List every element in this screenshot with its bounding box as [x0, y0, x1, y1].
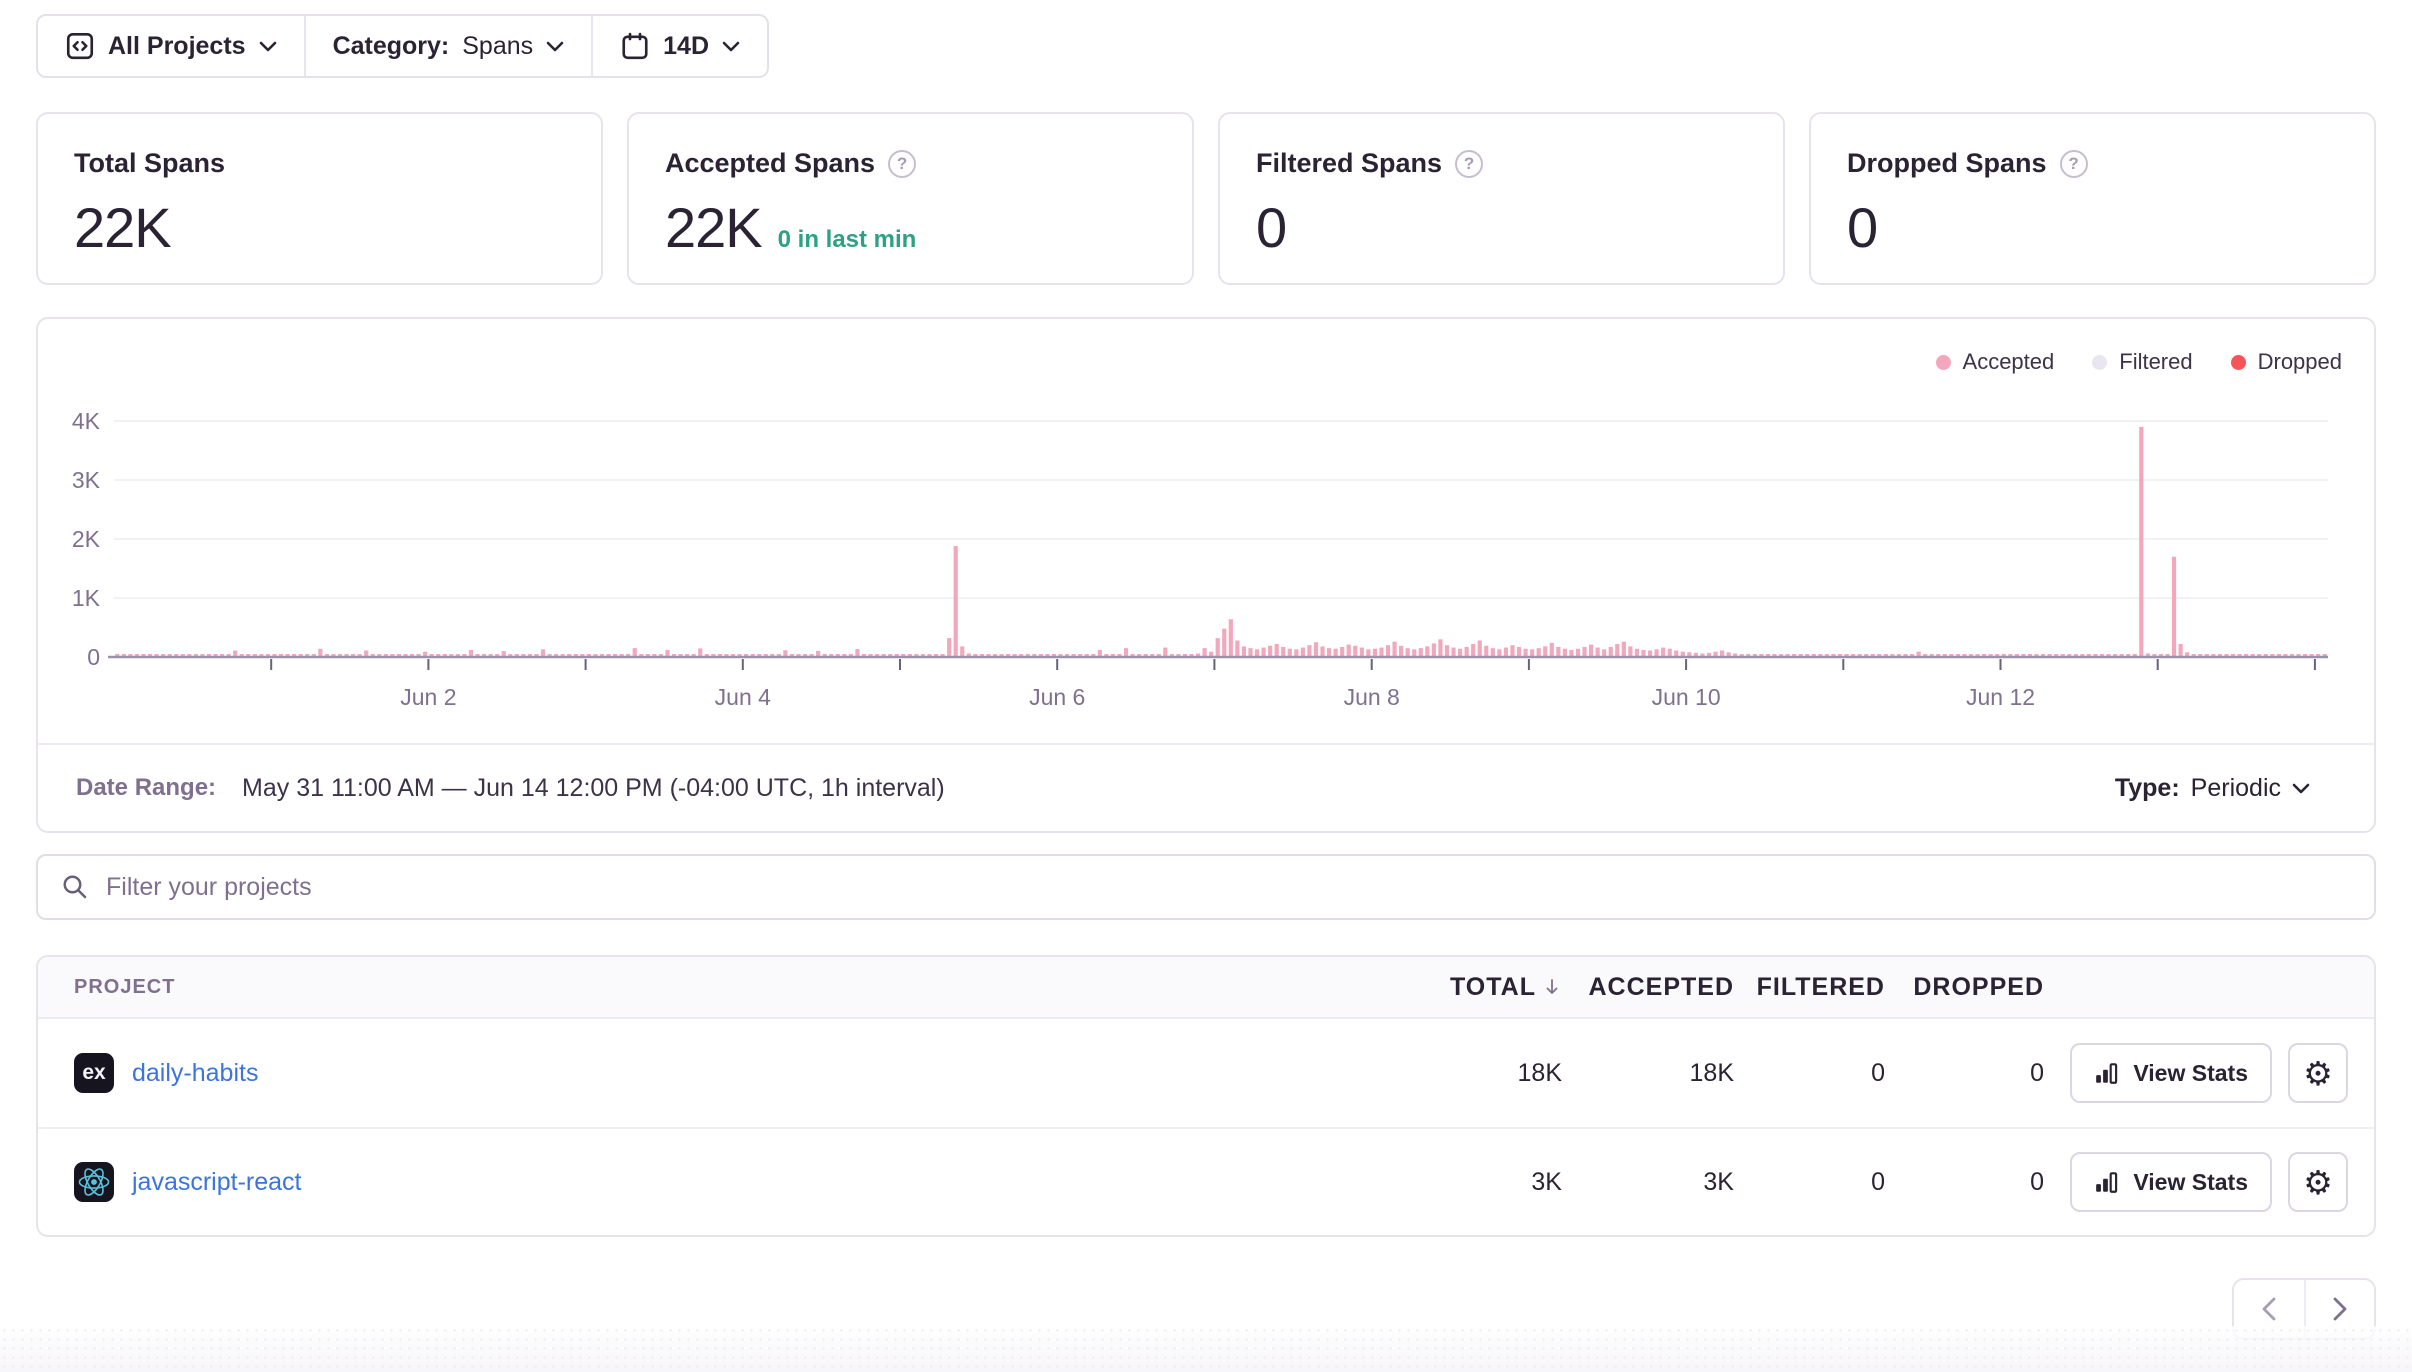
project-link[interactable]: javascript-react	[132, 1167, 302, 1196]
date-range-button[interactable]: 14D	[593, 16, 767, 76]
project-filter-box	[36, 854, 2376, 920]
chevron-down-icon	[2292, 783, 2310, 794]
filtered-dot-icon	[2092, 354, 2108, 370]
stat-value: 22K	[665, 196, 763, 259]
react-platform-icon	[74, 1162, 114, 1202]
svg-text:2K: 2K	[72, 526, 101, 552]
projects-table: PROJECT TOTAL ACCEPTED FILTERED DROPPED …	[36, 955, 2376, 1237]
column-header-filtered[interactable]: FILTERED	[1756, 972, 1885, 1001]
table-row: javascript-react 3K 3K 0 0 View Stats	[38, 1127, 2374, 1235]
category-value: Spans	[462, 31, 534, 60]
column-header-dropped[interactable]: DROPPED	[1913, 972, 2044, 1001]
svg-text:Jun 4: Jun 4	[715, 684, 771, 710]
usage-chart-card: Accepted Filtered Dropped 0 1K 2K 3K 4K Jun 2…	[36, 317, 2376, 833]
help-icon[interactable]	[2059, 149, 2088, 178]
stat-title: Filtered Spans	[1256, 148, 1443, 178]
accepted-value: 3K	[1703, 1167, 1734, 1196]
category-filter-button[interactable]: Category: Spans	[306, 16, 592, 76]
dropped-dot-icon	[2230, 354, 2246, 370]
dropped-value: 0	[2030, 1058, 2044, 1087]
legend-label: Accepted	[1962, 349, 2055, 374]
help-icon[interactable]	[888, 149, 917, 178]
type-label: Type:	[2114, 773, 2180, 802]
date-range-label: Date Range:	[76, 774, 217, 801]
accepted-dot-icon	[1935, 354, 1951, 370]
svg-text:Jun 8: Jun 8	[1344, 684, 1400, 710]
toolbar-divider	[591, 16, 594, 76]
bottom-texture	[0, 1326, 2412, 1372]
filtered-value: 0	[1871, 1058, 1885, 1087]
chart-footer: Date Range: May 31 11:00 AM — Jun 14 12:…	[38, 743, 2374, 831]
stat-value: 22K	[74, 196, 172, 259]
stat-card-total: Total Spans 22K	[36, 112, 603, 285]
svg-text:Jun 2: Jun 2	[400, 684, 456, 710]
project-filter-label: All Projects	[108, 31, 246, 60]
category-label: Category:	[332, 31, 450, 60]
stat-title: Accepted Spans	[665, 148, 876, 178]
stat-card-accepted: Accepted Spans 22K 0 in last min	[627, 112, 1194, 285]
svg-text:Jun 12: Jun 12	[1966, 684, 2035, 710]
stat-title: Dropped Spans	[1847, 148, 2047, 178]
total-value: 3K	[1531, 1167, 1562, 1196]
stat-title: Total Spans	[74, 148, 226, 178]
chart-legend: Accepted Filtered Dropped	[1935, 349, 2342, 375]
projects-icon	[65, 31, 95, 61]
project-filter-input[interactable]	[106, 872, 2352, 902]
accepted-value: 18K	[1689, 1058, 1734, 1087]
project-settings-button[interactable]	[2288, 1043, 2348, 1103]
date-range-value: 14D	[663, 31, 710, 60]
chevron-right-icon	[2331, 1296, 2349, 1322]
type-dropdown[interactable]: Type: Periodic	[2115, 774, 2310, 803]
chevron-down-icon	[722, 41, 740, 52]
project-settings-button[interactable]	[2288, 1152, 2348, 1212]
legend-item-filtered[interactable]: Filtered	[2092, 349, 2193, 375]
legend-item-dropped[interactable]: Dropped	[2230, 349, 2342, 375]
gear-icon	[2303, 1057, 2333, 1090]
expo-platform-icon: ex	[74, 1053, 114, 1093]
date-range-text: May 31 11:00 AM — Jun 14 12:00 PM (-04:0…	[242, 773, 945, 802]
stat-value: 0	[1847, 196, 1878, 259]
legend-item-accepted[interactable]: Accepted	[1935, 349, 2055, 375]
stat-card-filtered: Filtered Spans 0	[1218, 112, 1785, 285]
stat-value: 0	[1256, 196, 1287, 259]
column-header-total[interactable]: TOTAL	[1382, 973, 1562, 1002]
svg-text:4K: 4K	[72, 408, 101, 434]
calendar-icon	[620, 31, 650, 61]
dropped-value: 0	[2030, 1167, 2044, 1196]
svg-text:0: 0	[87, 644, 100, 670]
stat-cards-row: Total Spans 22K Accepted Spans 22K 0 in …	[36, 112, 2376, 285]
bar-chart-icon	[2094, 1169, 2120, 1195]
view-stats-button[interactable]: View Stats	[2070, 1043, 2272, 1103]
gear-icon	[2303, 1166, 2333, 1199]
column-header-project: PROJECT	[74, 975, 176, 998]
svg-text:Jun 10: Jun 10	[1652, 684, 1721, 710]
total-value: 18K	[1517, 1058, 1562, 1087]
svg-text:Jun 6: Jun 6	[1029, 684, 1085, 710]
sort-descending-icon	[1542, 977, 1562, 997]
stat-card-dropped: Dropped Spans 0	[1809, 112, 2376, 285]
project-link[interactable]: daily-habits	[132, 1058, 259, 1087]
legend-label: Dropped	[2257, 349, 2342, 374]
project-filter-button[interactable]: All Projects	[38, 16, 304, 76]
type-value: Periodic	[2190, 773, 2281, 802]
view-stats-button[interactable]: View Stats	[2070, 1152, 2272, 1212]
svg-text:3K: 3K	[72, 467, 101, 493]
chevron-down-icon	[259, 41, 277, 52]
column-header-accepted[interactable]: ACCEPTED	[1588, 972, 1734, 1001]
help-icon[interactable]	[1455, 149, 1484, 178]
search-icon	[60, 872, 90, 902]
chevron-down-icon	[546, 41, 564, 52]
toolbar-divider	[303, 16, 306, 76]
usage-bar-chart: 0 1K 2K 3K 4K Jun 2 Jun 4 Jun 6 Jun 8 Jun 10 Jun 1…	[72, 408, 2328, 710]
filtered-value: 0	[1871, 1167, 1885, 1196]
table-header-row: PROJECT TOTAL ACCEPTED FILTERED DROPPED	[38, 957, 2374, 1019]
table-row: ex daily-habits 18K 18K 0 0 View Stats	[38, 1019, 2374, 1127]
stat-subtext: 0 in last min	[777, 226, 917, 253]
chevron-left-icon	[2260, 1296, 2278, 1322]
bar-chart-icon	[2094, 1060, 2120, 1086]
svg-text:1K: 1K	[72, 585, 101, 611]
legend-label: Filtered	[2119, 349, 2193, 374]
filter-toolbar: All Projects Category: Spans 14D	[36, 14, 770, 78]
